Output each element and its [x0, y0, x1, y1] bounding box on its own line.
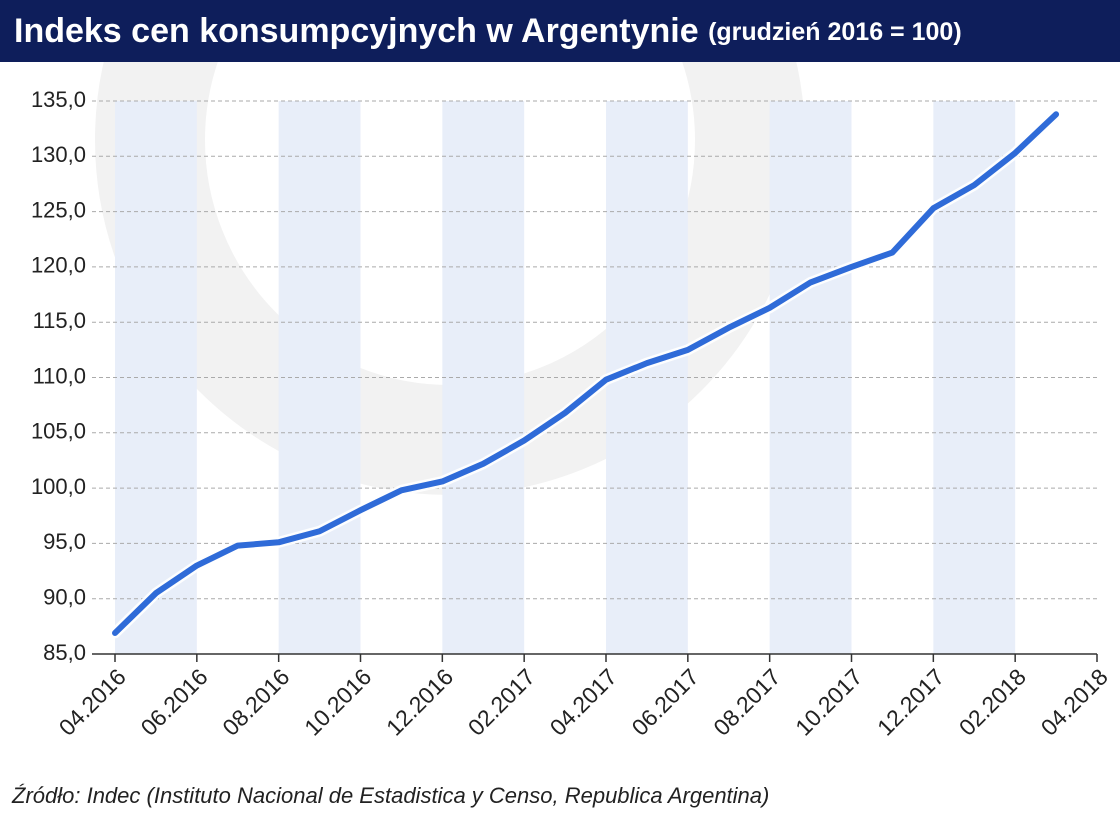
source: Źródło: Indec (Instituto Nacional de Est… — [11, 783, 769, 808]
x-tick-label: 12.2017 — [872, 663, 949, 740]
x-tick-label: 04.2017 — [545, 663, 622, 740]
x-tick-label: 04.2016 — [54, 663, 131, 740]
x-tick-label: 08.2016 — [217, 663, 294, 740]
y-tick-label: 110,0 — [33, 363, 86, 388]
y-tick-label: 125,0 — [31, 197, 86, 222]
y-tick-label: 130,0 — [31, 142, 86, 167]
line — [112, 111, 1060, 636]
y-tick-label: 95,0 — [43, 529, 86, 554]
x-tick-label: 04.2018 — [1036, 663, 1113, 740]
chart-title: Indeks cen konsumpcyjnych w Argentynie (… — [14, 12, 962, 50]
x-tick-label: 02.2017 — [463, 663, 540, 740]
x-tick-label: 02.2018 — [954, 663, 1031, 740]
y-tick-label: 120,0 — [31, 253, 86, 278]
y-tick-label: 105,0 — [31, 419, 86, 444]
x-tick-label: 10.2016 — [299, 663, 376, 740]
y-tick-label: 115,0 — [33, 308, 86, 333]
title-bar — [0, 0, 1120, 62]
band — [442, 101, 525, 654]
x-tick-label: 06.2017 — [626, 663, 703, 740]
y-tick-label: 90,0 — [43, 585, 86, 610]
x-tick-label: 08.2017 — [708, 663, 785, 740]
title: Indeks cen konsumpcyjnych w Argentynie — [14, 12, 699, 50]
y-tick-label: 100,0 — [31, 474, 86, 499]
x-tick-label: 12.2016 — [381, 663, 458, 740]
y-tick-label: 85,0 — [43, 640, 86, 665]
y-tick-label: 135,0 — [31, 87, 86, 112]
subtitle: (grudzień 2016 = 100) — [708, 18, 962, 46]
x-tick-label: 06.2016 — [135, 663, 212, 740]
x-tick-label: 10.2017 — [790, 663, 867, 740]
